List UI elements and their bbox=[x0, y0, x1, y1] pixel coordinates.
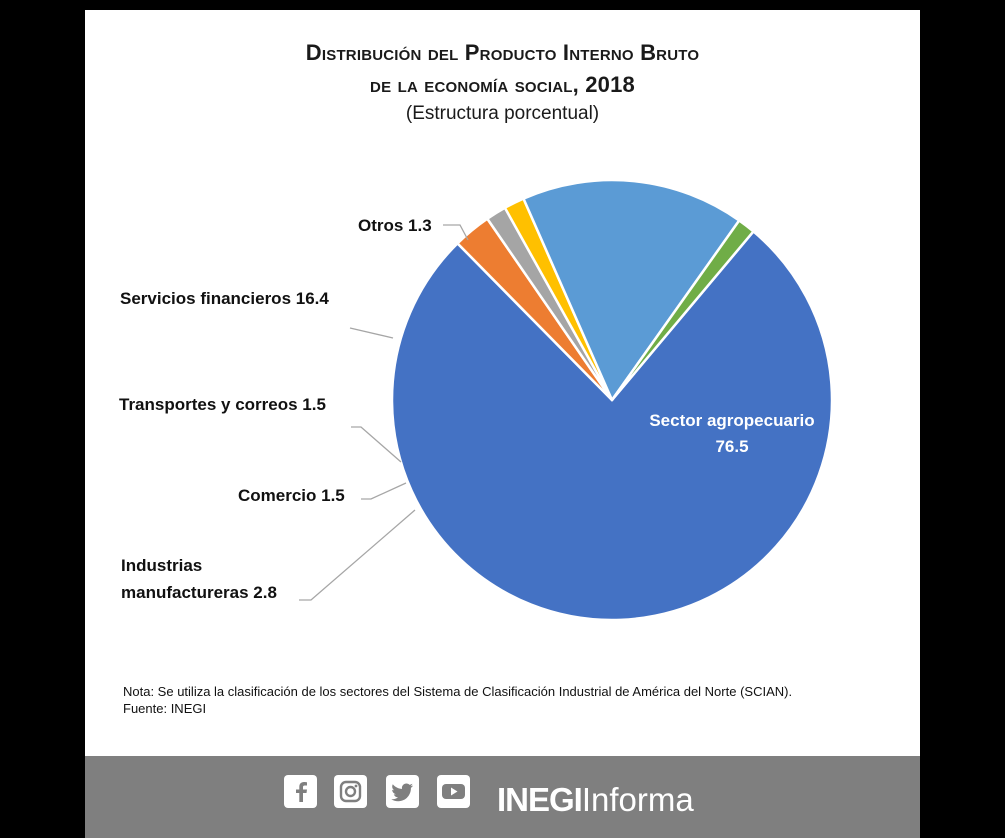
inegi-informa-logo: INEGIInforma bbox=[497, 780, 694, 820]
leader-comercio bbox=[361, 482, 407, 500]
chart-title-line2: de la economía social, 2018 bbox=[370, 72, 635, 97]
chart-title-line1: Distribución del Producto Interno Bruto bbox=[305, 40, 700, 65]
leader-industrias bbox=[299, 509, 416, 601]
label-agro-line2: 76.5 bbox=[715, 437, 748, 456]
label-comercio: Comercio 1.5 bbox=[238, 486, 345, 505]
leader-servicios bbox=[349, 327, 394, 339]
label-agro-line1: Sector agropecuario bbox=[649, 411, 814, 430]
chart-notes: Nota: Se utiliza la clasificación de los… bbox=[123, 683, 792, 717]
youtube-icon[interactable] bbox=[437, 775, 470, 808]
note-text: Nota: Se utiliza la clasificación de los… bbox=[123, 684, 793, 699]
label-otros: Otros 1.3 bbox=[358, 216, 432, 235]
pie-slice-sector-agropecuario bbox=[390, 230, 834, 622]
facebook-icon[interactable] bbox=[284, 775, 317, 808]
leader-transportes bbox=[351, 426, 402, 463]
pie-slice-servicios-financieros bbox=[522, 178, 741, 402]
brand-bold: INEGI bbox=[497, 781, 583, 818]
twitter-icon[interactable] bbox=[386, 775, 419, 808]
label-servicios: Servicios financieros 16.4 bbox=[120, 289, 329, 308]
pie-slice-otros bbox=[610, 219, 755, 402]
chart-card: Distribución del Producto Interno Bruto … bbox=[85, 10, 920, 756]
label-industrias-line1: Industrias bbox=[121, 556, 202, 575]
pie-chart: Otros 1.3 Servicios financieros 16.4 Tra… bbox=[119, 178, 834, 622]
chart-subtitle: (Estructura porcentual) bbox=[405, 103, 600, 124]
label-industrias-line2: manufactureras 2.8 bbox=[121, 583, 277, 602]
leader-otros bbox=[443, 224, 469, 241]
footer-bar bbox=[85, 756, 920, 838]
brand-regular: Informa bbox=[581, 781, 694, 818]
source-text: Fuente: INEGI bbox=[123, 701, 207, 716]
instagram-icon[interactable] bbox=[334, 775, 367, 808]
label-transportes: Transportes y correos 1.5 bbox=[119, 395, 326, 414]
